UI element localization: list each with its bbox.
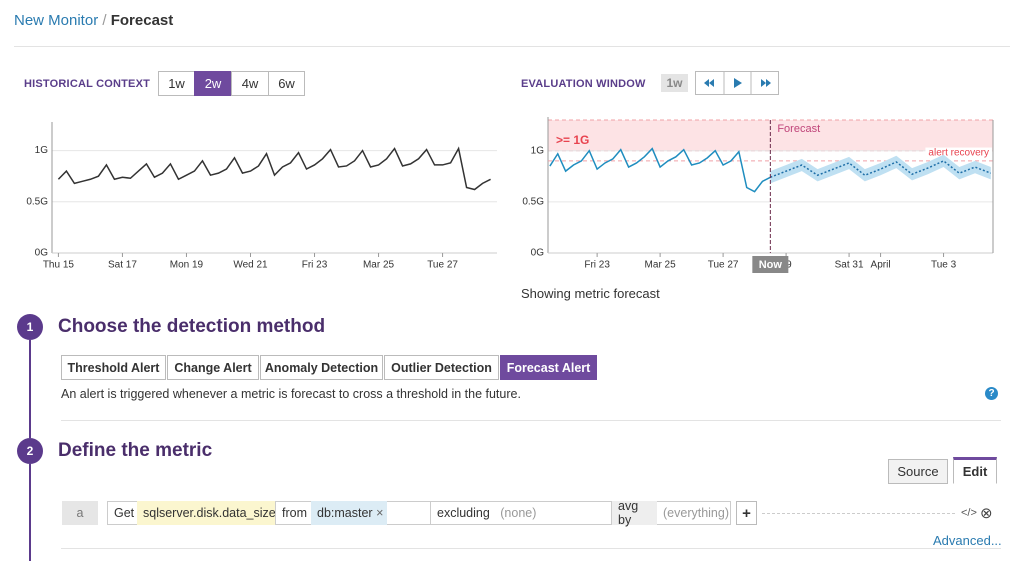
forward-button[interactable] <box>761 79 771 87</box>
tag-text: db:master <box>317 506 373 520</box>
tag-chip: db:master × <box>311 501 387 525</box>
y-tick-label: 0.5G <box>522 196 544 207</box>
forecast-label: Forecast <box>777 123 820 135</box>
divider <box>61 548 1001 549</box>
add-button[interactable]: + <box>736 501 757 525</box>
option-button[interactable]: Forecast Alert <box>500 355 597 380</box>
y-tick-label: 1G <box>531 145 545 156</box>
divider <box>61 420 1001 421</box>
option-button[interactable]: Threshold Alert <box>61 355 166 380</box>
placeholder: (none) <box>500 506 537 520</box>
query-id: a <box>62 501 98 525</box>
playback-controls <box>695 71 779 95</box>
query-keyword: excluding <box>437 506 490 520</box>
forecast-band <box>770 154 991 184</box>
rewind-button[interactable] <box>704 79 714 87</box>
breadcrumb-separator: / <box>102 12 107 29</box>
step-title: Define the metric <box>58 440 213 461</box>
exclude-field[interactable]: excluding (none) <box>430 501 611 525</box>
section-label: HISTORICAL CONTEXT <box>24 78 151 90</box>
x-tick-label: Tue 27 <box>427 260 458 271</box>
divider <box>14 46 1010 47</box>
y-tick-label: 1G <box>35 145 49 156</box>
playback-icons <box>704 72 771 94</box>
label-background <box>925 147 992 159</box>
x-tick-label: Mar 25 <box>645 260 677 271</box>
method-description: An alert is triggered whenever a metric … <box>61 387 521 401</box>
option-button[interactable]: 2w <box>194 71 232 96</box>
option-button[interactable]: Change Alert <box>167 355 259 380</box>
y-tick-label: 0G <box>531 248 545 259</box>
step-title: Choose the detection method <box>58 316 326 337</box>
recovery-label: alert recovery <box>928 148 989 159</box>
x-tick-label: Wed 21 <box>233 260 268 271</box>
step-number: 1 <box>17 314 43 340</box>
help-icon[interactable]: ? <box>985 387 998 400</box>
breadcrumb-current: Forecast <box>110 12 174 29</box>
delete-button[interactable]: ⊗ <box>980 505 993 522</box>
breadcrumb: New Monitor / Forecast <box>14 12 173 29</box>
x-tick-label: Fri 23 <box>584 260 610 271</box>
series-line <box>549 147 771 193</box>
x-tick-label: Tue 27 <box>708 260 739 271</box>
breadcrumb-link[interactable]: New Monitor <box>14 12 99 29</box>
tab[interactable]: Edit <box>953 457 997 484</box>
option-button[interactable]: 4w <box>231 71 269 96</box>
query-keyword: Get <box>114 506 135 520</box>
caption: Showing metric forecast <box>521 286 660 301</box>
query-keyword: from <box>275 501 311 525</box>
series-line <box>57 146 491 191</box>
tab[interactable]: Source <box>888 459 948 484</box>
now-label: Now <box>759 259 783 271</box>
option-button[interactable]: Outlier Detection <box>384 355 499 380</box>
query-box <box>107 501 731 525</box>
x-tick-label: Sat 17 <box>108 260 137 271</box>
series-line <box>770 160 992 178</box>
window-badge: 1w <box>661 74 688 92</box>
threshold-label: >= 1G <box>556 133 589 147</box>
x-tick-label: Tue 3 <box>931 260 957 271</box>
section-label: EVALUATION WINDOW <box>521 78 646 90</box>
historical-chart: 0G 0.5G 1G Thu 15 Sat 17 Mon 19 Wed 21 Fri 23 Ma… <box>26 122 497 271</box>
y-tick-label: 0G <box>35 248 49 259</box>
query-keyword: avg by <box>611 499 657 527</box>
play-button[interactable] <box>734 78 742 88</box>
tag-remove[interactable]: × <box>376 506 384 520</box>
group-by-field[interactable]: (everything) <box>663 506 729 520</box>
x-tick-label: Mar 25 <box>363 260 395 271</box>
x-tick-label: Thu 15 <box>43 260 75 271</box>
step-connector <box>29 340 31 438</box>
metric-name[interactable]: sqlserver.disk.data_size <box>137 501 276 525</box>
x-tick-label: April <box>871 260 891 271</box>
x-tick-label: Fri 23 <box>302 260 328 271</box>
option-button[interactable]: Anomaly Detection <box>260 355 383 380</box>
option-button[interactable]: 6w <box>268 71 305 96</box>
x-tick-label: Mon 19 <box>170 260 204 271</box>
connector <box>762 513 955 514</box>
step-connector <box>29 464 31 561</box>
now-badge <box>752 256 789 273</box>
code-button[interactable]: </> <box>961 507 977 519</box>
y-tick-label: 0.5G <box>26 196 48 207</box>
advanced-link[interactable]: Advanced... <box>933 533 1002 548</box>
step-number: 2 <box>17 438 43 464</box>
option-button[interactable]: 1w <box>158 71 195 96</box>
x-tick-label: Sat 31 <box>835 260 864 271</box>
